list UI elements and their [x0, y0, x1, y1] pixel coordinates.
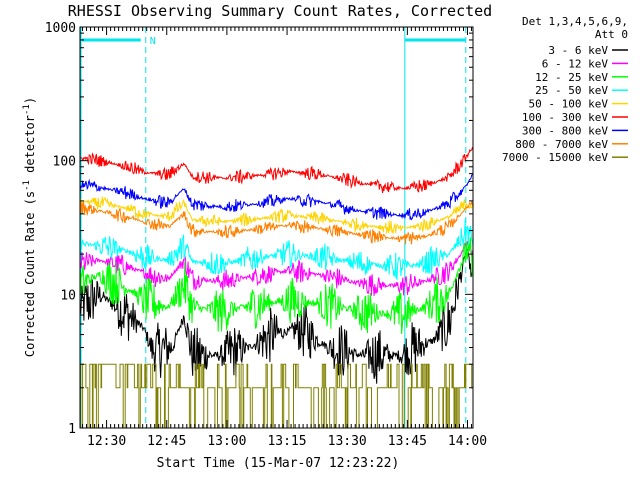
night-label: N	[150, 36, 156, 47]
legend-label: 25 - 50 keV	[535, 84, 608, 97]
series-8	[80, 199, 473, 245]
x-tick-label: 13:45	[388, 434, 427, 449]
legend-label: 7000 - 15000 keV	[502, 151, 608, 164]
legend-detector-info: Det 1,3,4,5,6,9,	[522, 15, 628, 28]
y-label-mid: detector	[23, 115, 37, 180]
series-7	[80, 174, 473, 221]
series-5	[80, 196, 473, 234]
legend-label: 50 - 100 keV	[529, 98, 609, 111]
y-tick-label: 10	[60, 288, 76, 303]
series-3	[80, 235, 473, 335]
legend-label: 300 - 800 keV	[522, 124, 608, 137]
y-label-sup1: -1	[22, 180, 32, 191]
legend-label: 800 - 7000 keV	[515, 138, 608, 151]
x-tick-label: 13:15	[267, 434, 306, 449]
series-4	[80, 219, 473, 281]
series-layer	[80, 146, 473, 428]
x-axis: 12:30 12:45 13:00 13:15 13:30 13:45 14:00	[82, 27, 487, 449]
y-tick-label: 1	[68, 422, 76, 437]
x-tick-label: 14:00	[448, 434, 487, 449]
x-tick-label: 12:45	[147, 434, 186, 449]
x-axis-label: Start Time (15-Mar-07 12:23:22)	[157, 456, 400, 471]
y-tick-label: 100	[53, 155, 76, 170]
chart-title: RHESSI Observing Summary Count Rates, Co…	[68, 2, 492, 20]
legend-label: 12 - 25 keV	[535, 71, 608, 84]
y-tick-label: 1000	[45, 21, 76, 36]
legend-label: 3 - 6 keV	[548, 44, 608, 57]
plot-frame	[79, 26, 474, 429]
y-axis-label: Corrected Count Rate (s-1 detector-1)	[22, 97, 37, 357]
y-label-sup2: -1	[22, 104, 32, 115]
legend-detector-info: Att 0	[595, 28, 628, 41]
legend-label: 100 - 300 keV	[522, 111, 608, 124]
x-tick-label: 13:30	[328, 434, 367, 449]
y-label-main: Corrected Count Rate (s	[23, 191, 37, 357]
y-label-end: )	[23, 97, 37, 104]
series-6	[80, 146, 473, 194]
series-9	[80, 363, 473, 428]
series-2	[80, 240, 473, 296]
y-axis: 1 10 100 1000	[45, 21, 473, 437]
series-1	[80, 248, 473, 384]
legend-label: 6 - 12 keV	[542, 57, 609, 70]
x-tick-label: 12:30	[87, 434, 126, 449]
x-tick-label: 13:00	[207, 434, 246, 449]
